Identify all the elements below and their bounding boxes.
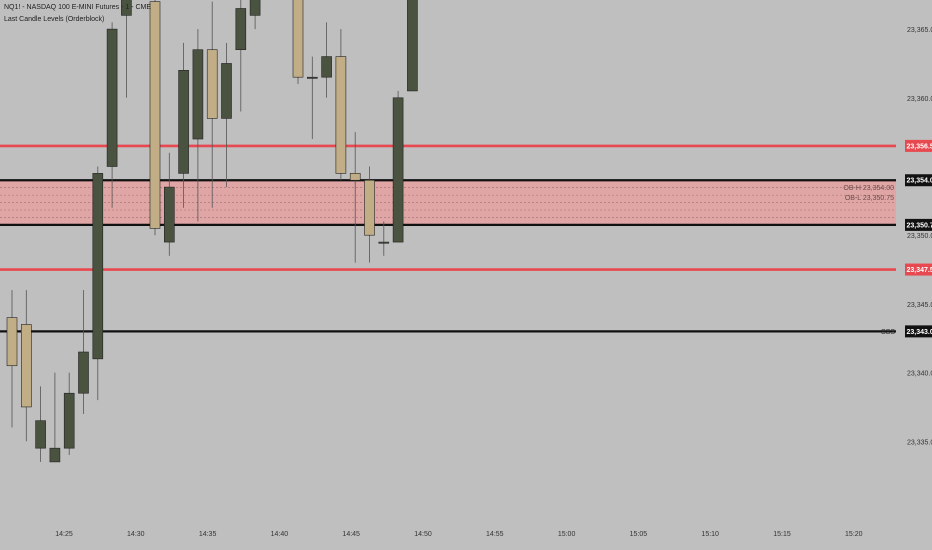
candle-body <box>35 420 46 449</box>
price-axis: 23,335.0023,340.0023,345.0023,350.0023,3… <box>907 27 932 446</box>
time-tick: 15:20 <box>845 531 863 538</box>
candle-body <box>292 0 304 78</box>
candle-body <box>121 0 132 16</box>
price-tick: 23,340.00 <box>907 371 932 378</box>
candle <box>321 22 332 98</box>
candle <box>378 221 390 256</box>
price-tick: 23,365.00 <box>907 27 932 34</box>
candle-body <box>149 1 161 229</box>
time-tick: 14:45 <box>342 531 360 538</box>
level-price-badge <box>905 325 932 338</box>
symbol-title[interactable]: NQ1! - NASDAQ 100 E-MINI Futures - 1 - C… <box>4 4 152 11</box>
price-labels-layer: 23,356.50 23,354.00 23,350.75 23,347.50 23,3… <box>905 139 932 338</box>
candle <box>221 42 232 188</box>
candle <box>335 29 347 181</box>
level-price-badge <box>905 218 932 231</box>
candle <box>192 29 204 222</box>
time-axis: 14:25 14:30 14:35 14:40 14:45 14:50 14:55 15:00… <box>55 531 862 538</box>
level-price-label: 23,356.50 <box>907 143 932 150</box>
time-tick: 14:25 <box>55 531 73 538</box>
level-price-label: 23,350.75 <box>907 222 932 229</box>
time-tick: 14:30 <box>127 531 145 538</box>
candle <box>306 56 318 140</box>
candle <box>121 0 132 98</box>
candle <box>392 90 404 243</box>
zone-label: OB-H 23,354.00 <box>843 185 894 192</box>
candle <box>149 0 161 236</box>
candle-body <box>378 241 390 244</box>
candle <box>6 290 18 428</box>
time-tick: 14:55 <box>486 531 504 538</box>
level-price-badge <box>905 174 932 187</box>
time-tick: 15:00 <box>558 531 576 538</box>
level-price-label: 23,354.00 <box>907 178 932 185</box>
price-tick: 23,345.00 <box>907 302 932 309</box>
candle-body <box>235 8 247 51</box>
candle <box>20 290 32 442</box>
level-price-badge <box>905 139 932 152</box>
candle <box>364 166 375 263</box>
candle <box>78 290 89 414</box>
indicator-name[interactable]: Last Candle Levels (Orderblock) <box>4 16 105 23</box>
candle-body <box>206 49 218 119</box>
price-tick: 23,335.00 <box>907 439 932 446</box>
candle-body <box>321 56 332 78</box>
candle <box>63 372 75 456</box>
time-tick: 14:40 <box>271 531 289 538</box>
time-tick: 15:10 <box>701 531 719 538</box>
candle-body <box>335 56 347 174</box>
candle-body <box>392 97 404 243</box>
orderblock-zone-layer: OB-H 23,354.00 OB-L 23,350.75 <box>0 180 896 225</box>
chart-legend: NQ1! - NASDAQ 100 E-MINI Futures - 1 - C… <box>4 2 151 26</box>
level-price-label: 23,347.50 <box>907 267 932 274</box>
candle <box>35 386 46 462</box>
candle-body <box>49 447 61 463</box>
zone-label: OB-L 23,350.75 <box>845 195 894 202</box>
time-tick: 14:50 <box>414 531 432 538</box>
candle-body <box>306 76 318 79</box>
candle-body <box>221 63 232 119</box>
candle-body <box>164 186 175 243</box>
candle <box>292 0 304 85</box>
time-tick: 14:35 <box>199 531 217 538</box>
candle-body <box>407 0 418 92</box>
candle-body <box>178 70 189 174</box>
candles-layer <box>6 0 418 463</box>
candle-body <box>78 351 89 394</box>
candle <box>206 1 218 208</box>
candle <box>164 152 175 256</box>
time-tick: 15:05 <box>630 531 648 538</box>
candle <box>49 372 61 463</box>
price-tick: 23,360.00 <box>907 96 932 103</box>
candle-body <box>349 173 361 181</box>
sss-label: SSS <box>881 329 895 336</box>
level-price-badge <box>905 263 932 276</box>
candle-body <box>92 173 104 360</box>
time-tick: 15:15 <box>773 531 791 538</box>
candle <box>349 132 361 263</box>
level-price-label: 23,343.00 <box>907 329 932 336</box>
candle <box>178 42 189 208</box>
candle <box>249 0 261 30</box>
candle <box>106 22 118 208</box>
candle-body <box>249 0 261 16</box>
candle-body <box>6 317 18 367</box>
price-tick: 23,350.00 <box>907 233 932 240</box>
candle-body <box>364 179 375 236</box>
candle <box>407 0 418 92</box>
candle <box>92 166 104 401</box>
candle-body <box>106 28 118 167</box>
levels-layer: SSS <box>0 144 896 336</box>
candle-body <box>63 392 75 449</box>
candle-body <box>20 324 32 408</box>
candle-body <box>192 49 204 140</box>
candle <box>235 0 247 112</box>
